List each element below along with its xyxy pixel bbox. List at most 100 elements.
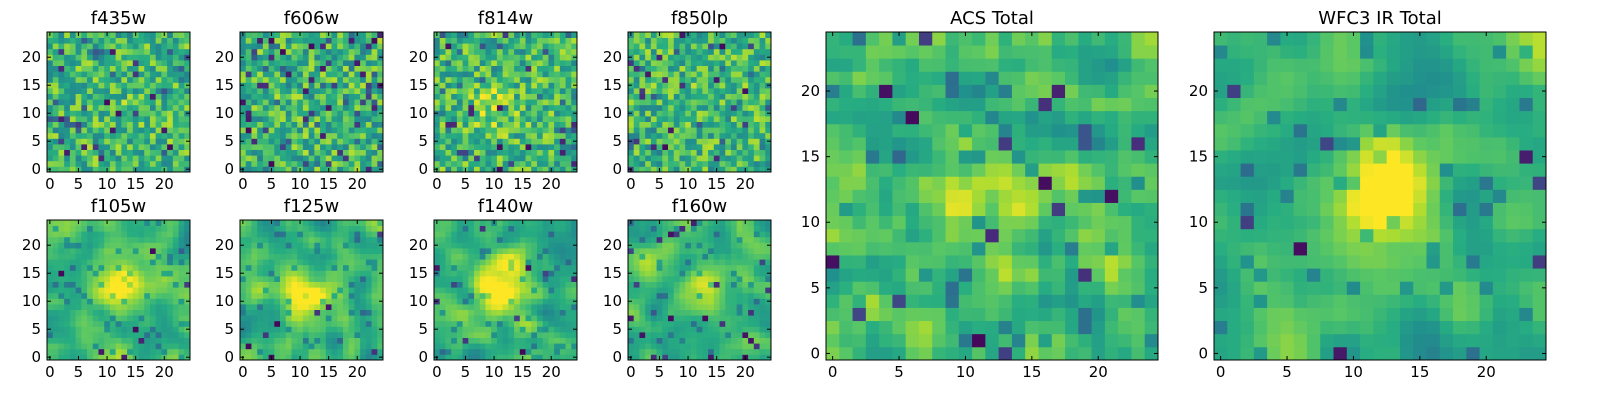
heatmap-cell	[462, 88, 469, 94]
heatmap-cell	[662, 144, 669, 150]
heatmap-cell	[479, 343, 486, 350]
heatmap-cell	[519, 138, 526, 145]
heatmap-cell	[548, 138, 555, 145]
heatmap-cell	[639, 132, 646, 139]
heatmap-cell	[662, 37, 669, 44]
heatmap-cell	[536, 138, 544, 145]
heatmap-cell	[485, 144, 492, 150]
heatmap-cell	[297, 304, 304, 310]
heatmap-cell	[262, 309, 269, 316]
heatmap-cell	[439, 281, 446, 288]
heatmap-cell	[496, 88, 504, 94]
heatmap-cell	[69, 60, 76, 66]
heatmap-cell	[64, 127, 71, 134]
heatmap-cell	[679, 315, 686, 322]
heatmap-cell	[639, 292, 646, 299]
heatmap-cell	[662, 343, 669, 350]
heatmap-cell	[127, 155, 134, 162]
heatmap-cell	[690, 48, 698, 55]
heatmap-cell	[342, 287, 350, 294]
heatmap-cell	[268, 270, 275, 277]
heatmap-cell	[354, 65, 361, 72]
heatmap-cell	[81, 276, 88, 282]
heatmap-cell	[502, 138, 509, 145]
heatmap-cell	[331, 287, 338, 294]
heatmap-cell	[245, 248, 252, 254]
heatmap-cell	[302, 309, 310, 316]
heatmap-cell	[496, 343, 504, 350]
heatmap-cell	[268, 320, 275, 327]
heatmap-cell	[47, 281, 54, 288]
heatmap-cell	[280, 253, 287, 260]
heatmap-cell	[371, 248, 378, 254]
heatmap-cell	[320, 326, 327, 333]
heatmap-cell	[496, 220, 504, 226]
heatmap-cell	[138, 76, 145, 83]
heatmap-cell	[308, 326, 315, 333]
heatmap-cell	[525, 348, 532, 355]
heatmap-cell	[161, 149, 168, 156]
heatmap-cell	[696, 138, 703, 145]
heatmap-cell	[571, 60, 578, 66]
heatmap-cell	[702, 132, 709, 139]
heatmap-cell	[713, 270, 720, 277]
heatmap-cell	[58, 259, 65, 266]
heatmap-cell	[502, 287, 509, 294]
heatmap-cell	[571, 304, 578, 310]
heatmap-cell	[251, 337, 258, 344]
heatmap-cell	[331, 354, 338, 361]
heatmap-cell	[155, 242, 162, 249]
heatmap-cell	[765, 292, 772, 299]
heatmap-cell	[172, 65, 179, 72]
heatmap-cell	[462, 60, 469, 66]
y-tick-label: 20	[409, 236, 428, 254]
heatmap-cell	[64, 121, 71, 128]
heatmap-cell	[98, 104, 105, 111]
heatmap-cell	[245, 48, 252, 55]
heatmap-cell	[354, 270, 361, 277]
heatmap-cell	[445, 326, 452, 333]
heatmap-cell	[468, 93, 475, 100]
heatmap-cell	[75, 304, 82, 310]
heatmap-cell	[377, 281, 384, 288]
heatmap-cell	[456, 93, 463, 100]
heatmap-cell	[468, 99, 475, 106]
heatmap-cell	[439, 276, 446, 282]
heatmap-cell	[127, 166, 134, 173]
heatmap-cell	[104, 248, 111, 254]
heatmap-cell	[650, 127, 657, 134]
heatmap-cell	[144, 160, 151, 167]
heatmap-cell	[81, 104, 88, 111]
heatmap-cell	[251, 160, 258, 167]
heatmap-cell	[708, 292, 715, 299]
heatmap-cell	[554, 348, 561, 355]
heatmap-cell	[719, 48, 726, 55]
heatmap-cell	[161, 71, 168, 78]
heatmap-cell	[75, 144, 82, 150]
heatmap-cell	[525, 48, 532, 55]
heatmap-cell	[52, 43, 59, 50]
heatmap-cell	[291, 354, 298, 361]
heatmap-cell	[360, 60, 367, 66]
heatmap-cell	[656, 104, 663, 111]
heatmap-cell	[365, 337, 372, 344]
heatmap-cell	[280, 110, 287, 117]
heatmap-cell	[742, 343, 749, 350]
heatmap-cell	[571, 315, 578, 322]
heatmap-cell	[468, 225, 475, 232]
heatmap-cell	[331, 54, 338, 61]
heatmap-cell	[753, 93, 760, 100]
heatmap-cell	[456, 236, 463, 243]
heatmap-cell	[132, 337, 139, 344]
heatmap-cell	[479, 231, 486, 238]
heatmap-cell	[679, 104, 686, 111]
heatmap-cell	[161, 236, 168, 243]
heatmap-cell	[337, 348, 344, 355]
heatmap-cell	[109, 315, 117, 322]
heatmap-cell	[439, 304, 446, 310]
heatmap-cell	[468, 76, 475, 83]
heatmap-cell	[98, 320, 105, 327]
heatmap-cell	[167, 93, 174, 100]
heatmap-cell	[52, 48, 59, 55]
heatmap-cell	[325, 281, 332, 288]
